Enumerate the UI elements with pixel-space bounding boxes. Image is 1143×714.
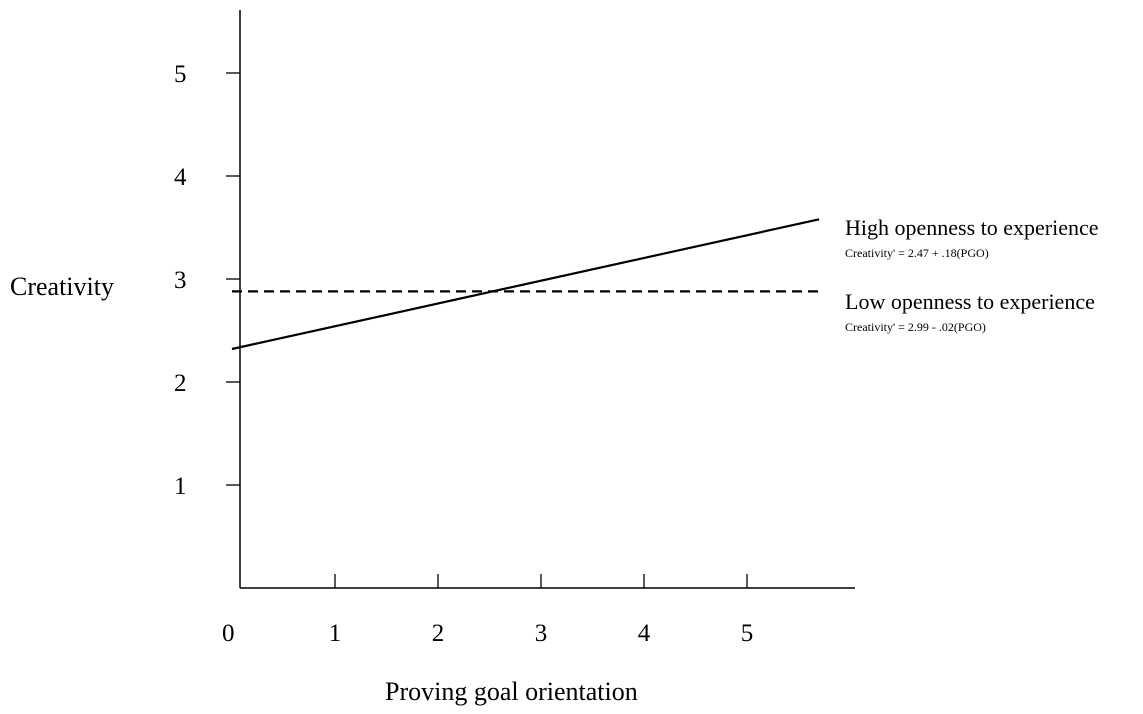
series-lines (231, 218, 820, 351)
series-name-high: High openness to experience (845, 215, 1099, 240)
x-axis-title: Proving goal orientation (385, 677, 638, 706)
y-tick-label-1: 1 (174, 473, 187, 500)
series-line-high-openness (231, 218, 820, 351)
y-tick-label-2: 2 (174, 370, 187, 397)
ticks: 1 2 3 4 5 1 2 3 4 5 (174, 61, 753, 647)
x-tick-label-1: 1 (329, 620, 342, 647)
x-tick-label-2: 2 (432, 620, 445, 647)
y-tick-label-4: 4 (174, 164, 187, 191)
series-equation-high: Creativity' = 2.47 + .18(PGO) (845, 246, 989, 260)
origin-label: 0 (222, 620, 235, 647)
series-equation-low: Creativity' = 2.99 - .02(PGO) (845, 320, 986, 334)
y-tick-label-3: 3 (174, 267, 187, 294)
y-tick-label-5: 5 (174, 61, 187, 88)
axes (239, 10, 855, 589)
x-tick-label-3: 3 (535, 620, 548, 647)
y-axis-title: Creativity (10, 272, 114, 301)
series-name-low: Low openness to experience (845, 289, 1095, 314)
x-tick-label-4: 4 (638, 620, 651, 647)
x-tick-label-5: 5 (741, 620, 754, 647)
labels: Creativity Proving goal orientation 0 Hi… (10, 215, 1099, 706)
